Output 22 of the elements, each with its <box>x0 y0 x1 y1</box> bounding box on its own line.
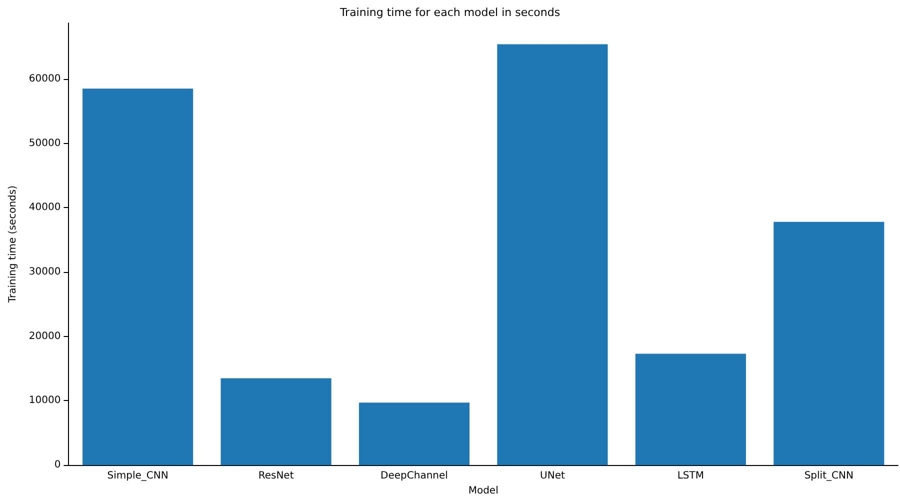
bar <box>774 222 884 466</box>
x-tick-label: LSTM <box>677 470 704 482</box>
bar <box>82 88 194 466</box>
x-tick-label: Simple_CNN <box>107 470 168 482</box>
x-axis-title: Model <box>468 486 498 496</box>
y-tick-label: 50000 <box>28 138 61 149</box>
chart-title: Training time for each model in seconds <box>338 6 560 19</box>
y-tick-label: 60000 <box>28 73 61 84</box>
y-tick-label: 10000 <box>28 395 61 406</box>
bar <box>220 378 332 466</box>
x-tick-label: ResNet <box>258 470 294 482</box>
bar <box>635 354 746 466</box>
x-tick-label: DeepChannel <box>380 470 448 482</box>
y-tick-label: 40000 <box>28 202 61 214</box>
x-tick-label: Split_CNN <box>804 470 854 482</box>
y-tick-label: 20000 <box>28 330 61 342</box>
y-tick-label: 30000 <box>28 266 61 278</box>
y-axis-title: Training time (seconds) <box>8 185 18 304</box>
bar <box>358 402 470 466</box>
bar <box>497 44 608 466</box>
x-tick-label: UNet <box>540 470 565 482</box>
y-tick-label: 0 <box>54 460 61 471</box>
